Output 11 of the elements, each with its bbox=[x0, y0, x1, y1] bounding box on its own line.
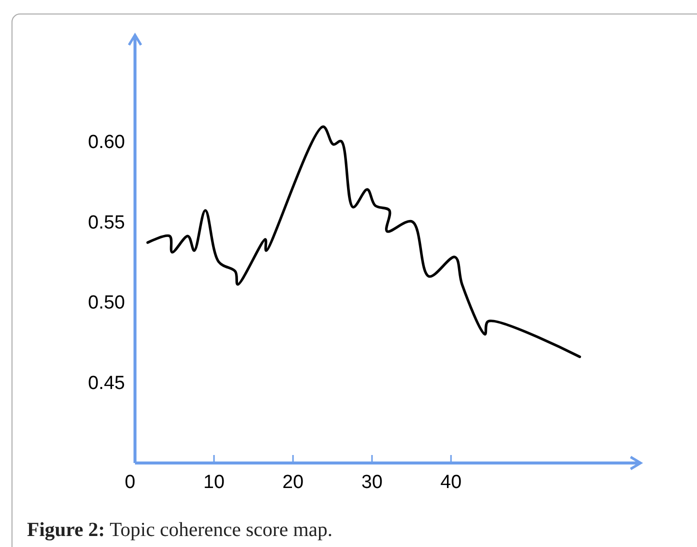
y-tick-label: 0.50 bbox=[88, 292, 125, 314]
y-tick-label: 0.60 bbox=[88, 132, 125, 153]
x-tick-label: 20 bbox=[282, 472, 304, 493]
y-tick-label: 0.55 bbox=[88, 212, 125, 234]
caption: Figure 2: Topic coherence score map. bbox=[27, 519, 333, 541]
y-tick-label: 0.45 bbox=[88, 373, 125, 394]
x-tick-label: 10 bbox=[203, 472, 225, 493]
x-tick-label: 0 bbox=[124, 472, 136, 493]
line-series bbox=[146, 125, 582, 358]
x-tick-label: 40 bbox=[440, 472, 462, 493]
x-tick-label: 30 bbox=[361, 472, 383, 493]
